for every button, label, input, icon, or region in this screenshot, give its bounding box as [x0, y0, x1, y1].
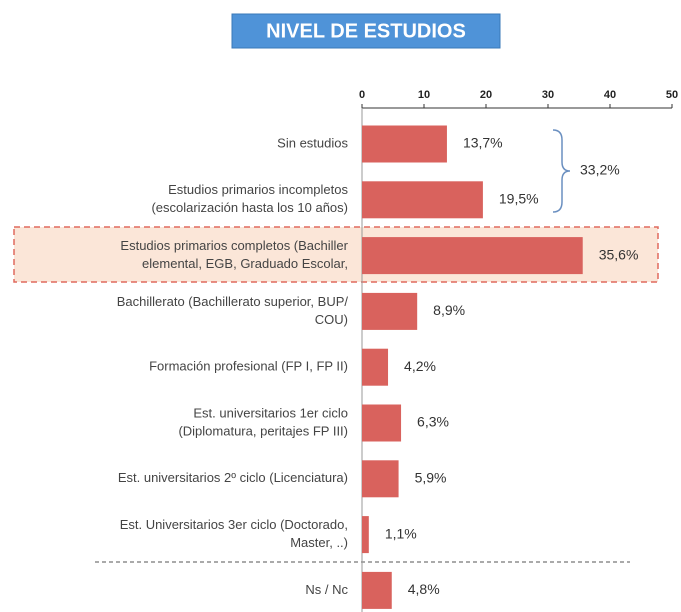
annotation: 33,2%: [580, 162, 620, 178]
category-label: Estudios primarios incompletos: [168, 182, 348, 197]
chart-title: NIVEL DE ESTUDIOS: [266, 20, 466, 42]
x-tick-label: 10: [418, 89, 430, 101]
category-label: Sin estudios: [277, 135, 348, 150]
category-label: (Diplomatura, peritajes FP III): [178, 423, 348, 438]
x-tick-label: 50: [666, 89, 678, 101]
category-label: Bachillerato (Bachillerato superior, BUP…: [117, 294, 349, 309]
bar: [362, 292, 418, 330]
category-label: Master, ..): [290, 535, 348, 550]
category-label: Ns / Nc: [305, 582, 348, 597]
category-label: Est. universitarios 2º ciclo (Licenciatu…: [118, 470, 348, 485]
value-label: 6,3%: [417, 414, 449, 430]
value-label: 4,2%: [404, 358, 436, 374]
title-box: [231, 13, 501, 49]
value-label: 13,7%: [463, 135, 503, 151]
value-label: 19,5%: [499, 191, 539, 207]
bar: [362, 460, 399, 498]
bar: [362, 571, 392, 609]
x-tick-label: 30: [542, 89, 554, 101]
bar: [362, 237, 583, 275]
category-label: Est. universitarios 1er ciclo: [193, 405, 348, 420]
value-label: 8,9%: [433, 302, 465, 318]
value-label: 35,6%: [599, 246, 639, 262]
category-label: COU): [315, 312, 348, 327]
x-tick-label: 40: [604, 89, 616, 101]
category-label: elemental, EGB, Graduado Escolar,: [142, 256, 348, 271]
category-label: (escolarización hasta los 10 años): [151, 200, 348, 215]
bar: [362, 348, 389, 386]
category-label: Estudios primarios completos (Bachiller: [120, 238, 348, 253]
bar: [362, 404, 402, 442]
x-tick-label: 20: [480, 89, 492, 101]
bar: [362, 181, 483, 219]
bar: [362, 516, 369, 554]
value-label: 5,9%: [415, 470, 447, 486]
category-label: Est. Universitarios 3er ciclo (Doctorado…: [120, 517, 348, 532]
category-label: Formación profesional (FP I, FP II): [149, 359, 348, 374]
brace: [552, 129, 571, 213]
value-label: 1,1%: [385, 525, 417, 541]
x-tick-label: 0: [359, 89, 365, 101]
value-label: 4,8%: [408, 581, 440, 597]
bar: [362, 125, 447, 163]
